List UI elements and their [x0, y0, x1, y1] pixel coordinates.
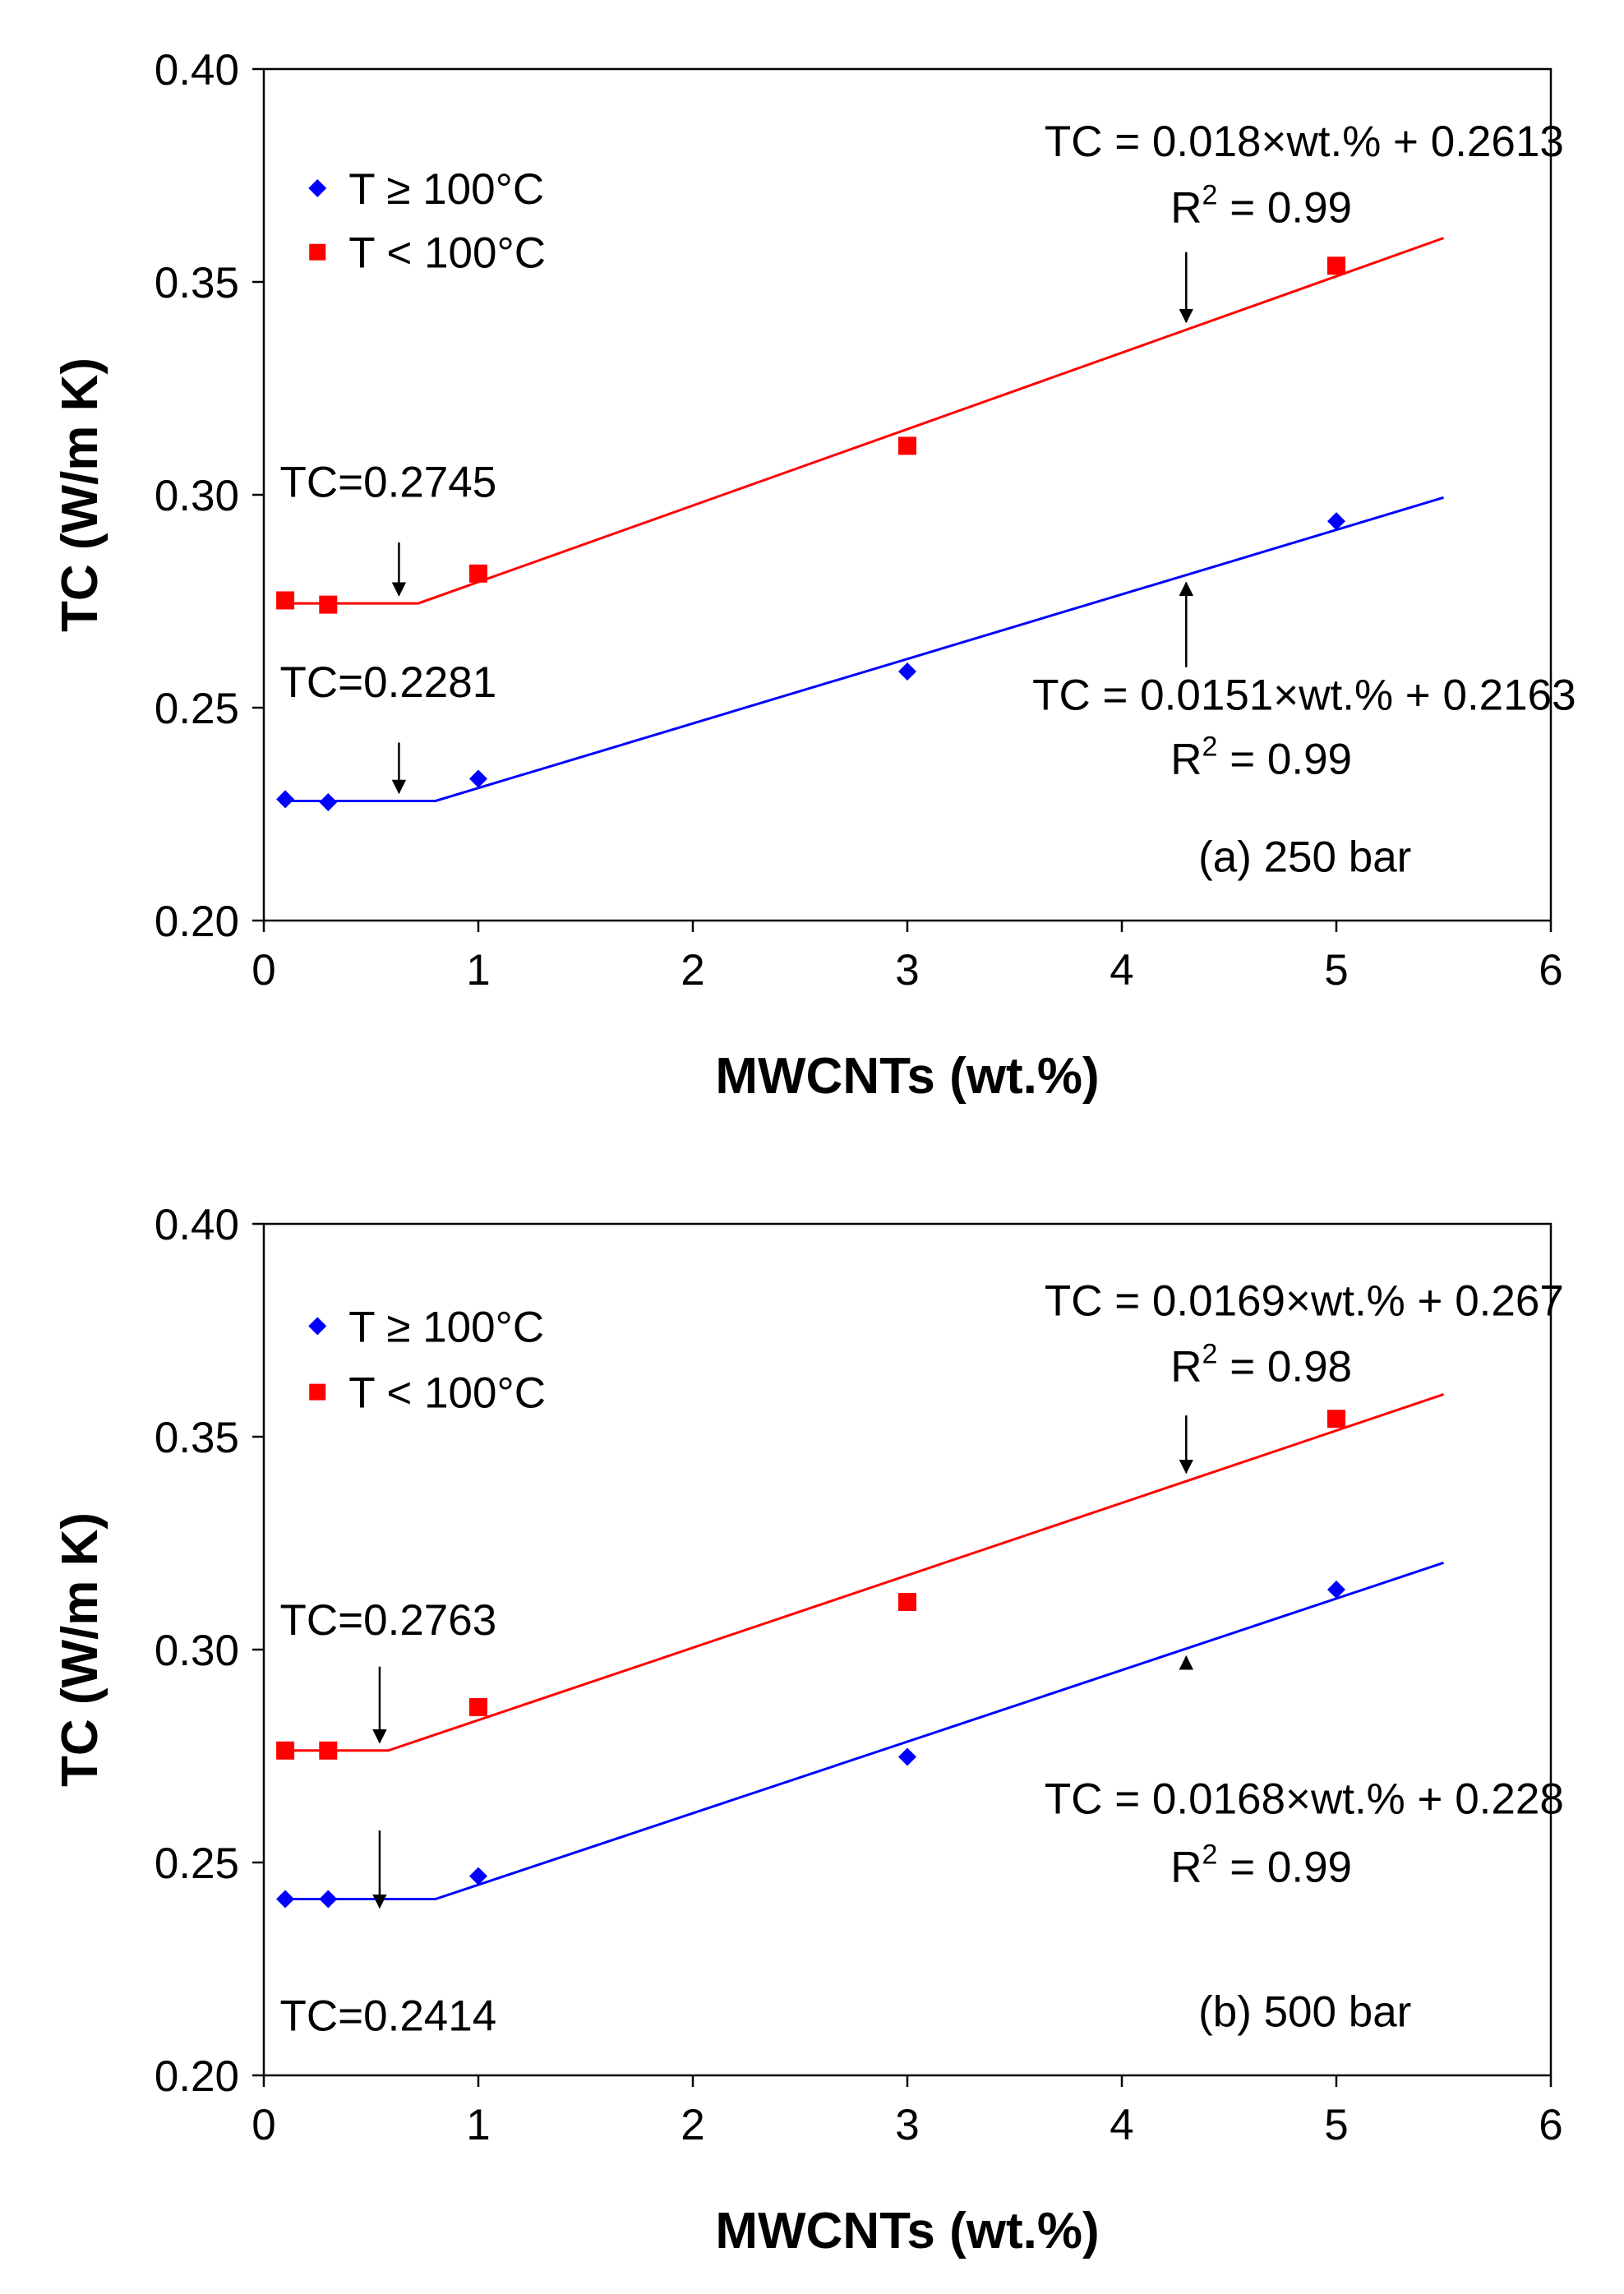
annotation-text: TC = 0.0151×wt.% + 0.2163 [1032, 672, 1576, 720]
data-point-square [276, 591, 295, 610]
y-tick-label: 0.35 [155, 1414, 239, 1462]
y-tick-label: 0.40 [155, 1201, 239, 1249]
x-tick-label: 6 [1539, 946, 1562, 995]
panel-label: (a) 250 bar [1198, 833, 1411, 881]
data-point-diamond [469, 769, 487, 788]
r-squared-label: R2 = 0.99 [1170, 731, 1352, 783]
fit-line-low [285, 1393, 1444, 1752]
y-tick-label: 0.20 [155, 898, 239, 946]
r-squared-label: R2 = 0.99 [1170, 1839, 1352, 1891]
x-tick-label: 0 [251, 2101, 275, 2149]
x-tick-label: 1 [466, 946, 490, 995]
r-squared-label: R2 = 0.99 [1170, 179, 1352, 232]
y-tick-label: 0.25 [155, 1839, 239, 1888]
x-axis-title: MWCNTs (wt.%) [715, 1048, 1099, 1105]
legend-label: T ≥ 100°C [348, 1303, 544, 1351]
plot-frame [262, 1222, 1552, 2077]
x-tick-label: 1 [466, 2101, 490, 2149]
data-point-square [319, 1741, 338, 1760]
data-point-diamond [1327, 1580, 1345, 1599]
x-tick-label: 5 [1324, 2101, 1348, 2149]
legend-marker-square [309, 243, 326, 261]
annotation-text: TC=0.2763 [280, 1596, 497, 1645]
data-point-square [469, 1697, 487, 1716]
chart-panel-b: 0 1 2 3 4 5 6 0.20 0.25 0.30 0.35 0.40 MWCNTs (wt.%)… [52, 1201, 1564, 2259]
data-point-diamond [898, 662, 916, 681]
legend-marker-diamond [308, 179, 327, 198]
annotation-text: TC=0.2281 [280, 658, 497, 707]
data-point-square [1327, 256, 1345, 275]
x-tick-label: 0 [251, 946, 275, 995]
y-tick-label: 0.20 [155, 2052, 239, 2101]
y-tick-label: 0.30 [155, 1627, 239, 1675]
x-tick-label: 4 [1110, 2101, 1133, 2149]
x-axis-title: MWCNTs (wt.%) [715, 2203, 1099, 2259]
data-point-square [898, 436, 916, 455]
x-tick-label: 2 [681, 2101, 704, 2149]
data-point-diamond [276, 790, 295, 809]
annotation-text: TC=0.2745 [280, 459, 497, 507]
annotation-text: TC = 0.0168×wt.% + 0.228 [1045, 1775, 1564, 1823]
x-tick-label: 3 [895, 2101, 919, 2149]
y-tick-label: 0.30 [155, 472, 239, 520]
data-point-diamond [319, 1890, 338, 1909]
data-point-diamond [898, 1747, 916, 1766]
x-tick-label: 4 [1110, 946, 1133, 995]
y-axis-title: TC (W/m K) [52, 358, 108, 632]
data-point-square [276, 1741, 295, 1760]
data-point-square [1327, 1410, 1345, 1429]
y-axis-title: TC (W/m K) [52, 1512, 108, 1787]
legend-label: T < 100°C [348, 1369, 546, 1418]
legend-marker-square [309, 1383, 326, 1401]
data-point-diamond [469, 1867, 487, 1886]
data-point-square [898, 1592, 916, 1611]
annotation-text: TC=0.2414 [280, 1992, 497, 2041]
annotation-text: TC = 0.0169×wt.% + 0.267 [1045, 1276, 1564, 1325]
legend-label: T ≥ 100°C [348, 165, 544, 214]
r-squared-label: R2 = 0.98 [1170, 1339, 1352, 1392]
data-point-diamond [276, 1890, 295, 1909]
legend-label: T < 100°C [348, 229, 546, 278]
chart-panel-a: 0 1 2 3 4 5 6 0.20 0.25 0.30 0.35 0.40 MWCNTs (wt.%)… [52, 46, 1576, 1105]
data-point-square [319, 595, 338, 614]
x-tick-label: 6 [1539, 2101, 1562, 2149]
y-tick-label: 0.25 [155, 685, 239, 733]
data-point-square [469, 564, 487, 583]
legend-marker-diamond [308, 1317, 327, 1336]
x-tick-label: 2 [681, 946, 704, 995]
data-point-diamond [319, 792, 338, 811]
x-tick-label: 5 [1324, 946, 1348, 995]
x-tick-label: 3 [895, 946, 919, 995]
y-tick-label: 0.40 [155, 46, 239, 95]
annotation-text: TC = 0.018×wt.% + 0.2613 [1045, 118, 1564, 166]
data-point-diamond [1327, 512, 1345, 531]
panel-label: (b) 500 bar [1198, 1987, 1411, 2036]
y-tick-label: 0.35 [155, 259, 239, 307]
